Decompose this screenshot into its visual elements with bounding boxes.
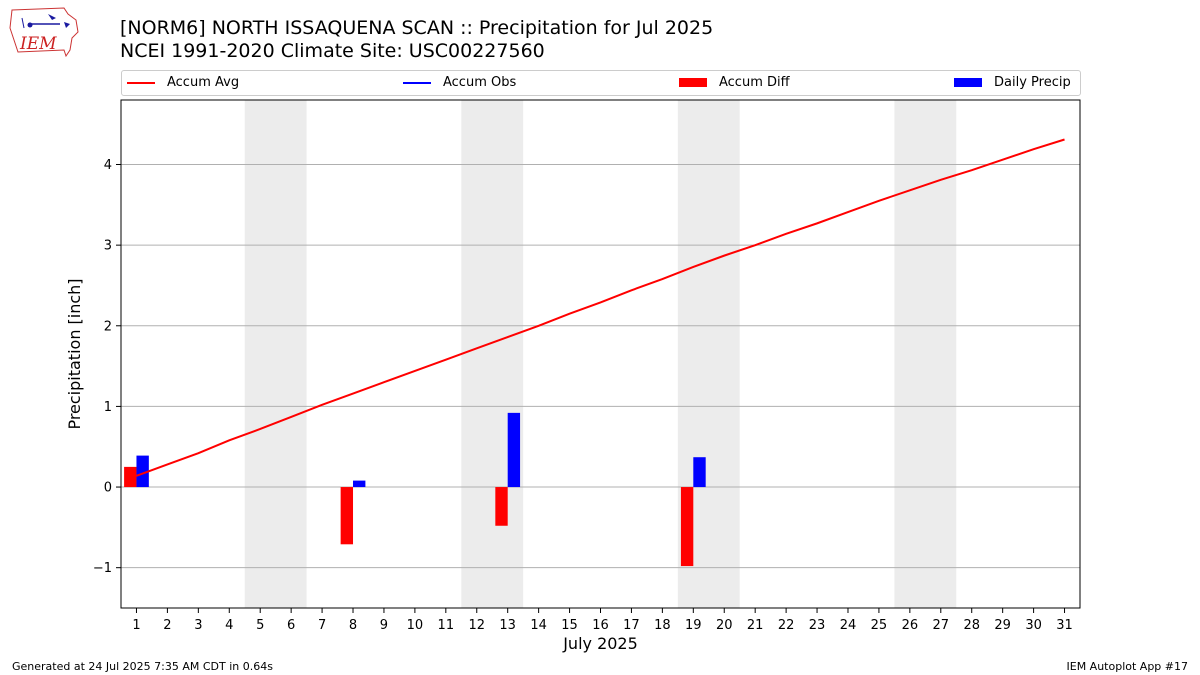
- x-tick-label: 14: [530, 618, 547, 633]
- x-tick-label: 2: [163, 618, 171, 633]
- series-line-accum-avg: [136, 138, 1065, 477]
- weather-station-icon: [21, 14, 70, 29]
- weekend-shade-1: [244, 100, 307, 608]
- logo-text: IEM: [19, 34, 57, 54]
- y-axis-label: Precipitation [inch]: [65, 278, 84, 429]
- bar-daily-precip-day-19: [693, 457, 706, 488]
- x-tick-label: 7: [318, 618, 326, 633]
- iowa-outline-icon: [9, 7, 79, 58]
- legend-swatch-accum-diff: [679, 78, 707, 87]
- legend-label-accum-diff: Accum Diff: [719, 75, 790, 90]
- x-tick-label: 10: [407, 618, 424, 633]
- x-tick-label: 5: [256, 618, 264, 633]
- x-tick-label: 23: [809, 618, 826, 633]
- iem-logo: IEM: [8, 6, 80, 60]
- bar-daily-precip-day-8: [353, 480, 366, 488]
- chart-title: [NORM6] NORTH ISSAQUENA SCAN :: Precipit…: [120, 17, 714, 39]
- x-tick-label: 16: [592, 618, 609, 633]
- x-axis-label: July 2025: [562, 634, 638, 653]
- x-tick-label: 3: [194, 618, 202, 633]
- legend-label-accum-obs: Accum Obs: [443, 75, 517, 90]
- x-tick-label: 17: [623, 618, 640, 633]
- x-tick-label: 31: [1056, 618, 1073, 633]
- bar-accum-diff-day-13: [495, 487, 508, 526]
- weekend-shade-4: [894, 100, 957, 608]
- x-tick-label: 30: [1025, 618, 1042, 633]
- x-tick-label: 28: [963, 618, 980, 633]
- legend-swatch-accum-obs: [403, 82, 431, 84]
- legend-swatch-daily-precip: [954, 78, 982, 87]
- x-tick-label: 1: [132, 618, 140, 633]
- y-tick-label: 4: [104, 158, 112, 173]
- iem-logo-graphic: IEM: [9, 7, 79, 58]
- x-tick-label: 15: [561, 618, 578, 633]
- bar-accum-diff-day-8: [340, 487, 354, 545]
- x-tick-label: 24: [840, 618, 857, 633]
- bar-accum-diff-day-1: [124, 466, 137, 488]
- x-tick-label: 22: [778, 618, 795, 633]
- chart-subtitle: NCEI 1991-2020 Climate Site: USC00227560: [120, 40, 545, 62]
- legend-label-daily-precip: Daily Precip: [994, 75, 1071, 90]
- x-tick-label: 26: [902, 618, 919, 633]
- x-tick-label: 27: [933, 618, 950, 633]
- y-tick-label: −1: [93, 561, 112, 576]
- x-tick-label: 9: [380, 618, 388, 633]
- x-tick-label: 25: [871, 618, 888, 633]
- x-tick-label: 11: [438, 618, 455, 633]
- chart-legend: Accum Avg Accum Obs Accum Diff Daily Pre…: [121, 70, 1081, 96]
- plot-frame: [120, 99, 1081, 609]
- y-tick-label: 0: [104, 481, 112, 496]
- x-tick-label: 8: [349, 618, 357, 633]
- bar-daily-precip-day-13: [507, 412, 521, 488]
- app-credit: IEM Autoplot App #17: [1066, 660, 1189, 673]
- x-tick-label: 19: [685, 618, 702, 633]
- generated-timestamp: Generated at 24 Jul 2025 7:35 AM CDT in …: [12, 660, 273, 673]
- y-tick-label: 1: [104, 400, 112, 415]
- legend-swatch-accum-avg: [127, 82, 155, 84]
- x-tick-label: 12: [468, 618, 485, 633]
- bar-daily-precip-day-1: [136, 455, 149, 488]
- x-tick-label: 18: [654, 618, 671, 633]
- bar-accum-diff-day-19: [680, 487, 694, 567]
- y-tick-label: 3: [104, 239, 112, 254]
- x-tick-label: 6: [287, 618, 295, 633]
- x-tick-label: 4: [225, 618, 233, 633]
- legend-label-accum-avg: Accum Avg: [167, 75, 240, 90]
- x-tick-label: 29: [994, 618, 1011, 633]
- y-tick-label: 2: [104, 319, 112, 334]
- x-tick-label: 21: [747, 618, 764, 633]
- weekend-shade-2: [461, 100, 524, 608]
- x-tick-label: 13: [499, 618, 516, 633]
- x-tick-label: 20: [716, 618, 733, 633]
